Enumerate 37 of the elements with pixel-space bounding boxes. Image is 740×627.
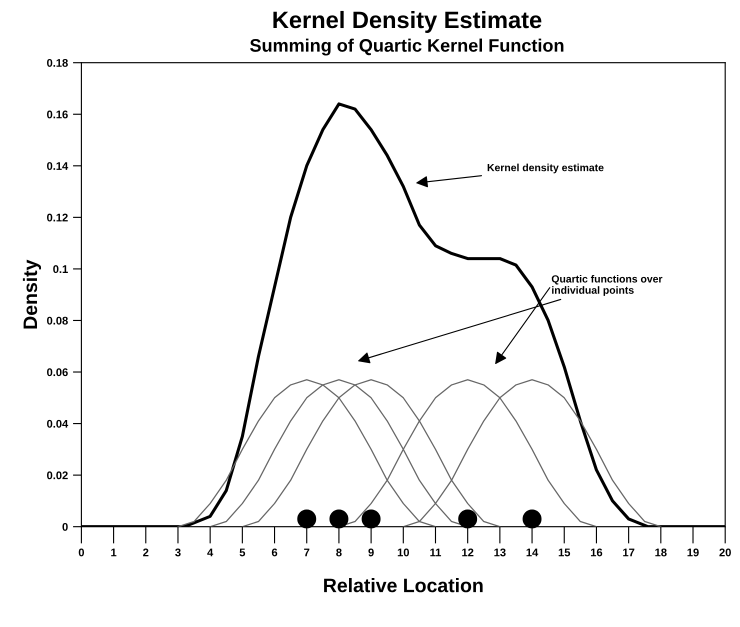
x-tick-label: 18 [655,548,667,556]
y-tick-label: 0.02 [47,471,68,480]
x-tick-label: 15 [558,548,570,556]
y-tick-label: 0.06 [47,368,68,376]
y-tick-label: 0.1 [53,265,68,274]
y-tick-label: 0 [62,522,68,531]
x-axis-title: Relative Location [324,578,483,592]
x-tick-label: 3 [175,548,181,556]
annotation: Quartic functions over individual points [552,274,662,296]
y-tick-label: 0.18 [47,58,68,67]
x-tick-label: 17 [623,548,634,556]
x-tick-label: 12 [462,548,474,556]
y-tick-label: 0.08 [47,316,68,325]
x-tick-label: 16 [590,548,602,556]
x-tick-label: 14 [526,548,538,556]
chart-title: Kernel Density Estimate [273,10,542,33]
y-tick-label: 0.04 [47,420,68,428]
x-tick-label: 9 [368,548,374,556]
x-tick-label: 2 [143,548,148,556]
x-tick-label: 7 [304,548,310,556]
annotation: Kernel density estimate [488,164,604,174]
x-tick-label: 19 [688,548,699,556]
chart-subtitle: Summing of Quartic Kernel Function [250,38,564,56]
x-tick-label: 20 [719,548,731,556]
x-tick-label: 8 [336,548,342,556]
x-tick-label: 4 [207,548,214,556]
x-tick-label: 6 [272,548,278,556]
x-tick-label: 0 [78,548,84,556]
y-axis-title: Density [22,260,42,329]
x-tick-label: 11 [430,548,442,556]
x-tick-label: 1 [111,548,116,556]
y-tick-label: 0.14 [47,162,68,170]
y-tick-label: 0.12 [47,214,68,222]
x-tick-label: 5 [240,548,246,556]
x-tick-label: 13 [494,548,506,556]
x-tick-label: 10 [398,548,410,556]
y-tick-label: 0.16 [47,110,68,118]
